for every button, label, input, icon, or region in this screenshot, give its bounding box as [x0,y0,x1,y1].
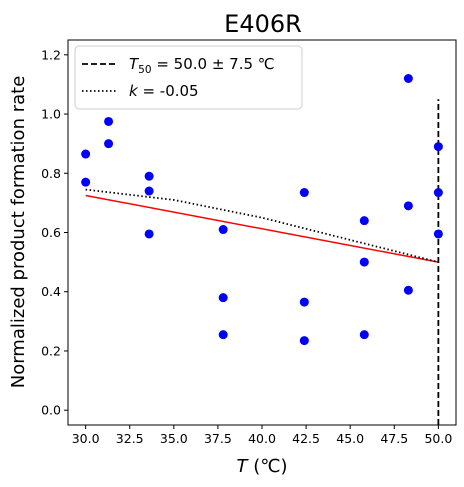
data-point [144,171,154,181]
data-point [299,297,309,307]
data-point [359,330,369,340]
data-point [403,201,413,211]
x-tick-label: 37.5 [204,431,232,446]
data-point [104,139,114,149]
data-point [218,225,228,235]
data-point [218,293,228,303]
x-tick-label: 45.0 [336,431,364,446]
y-tick-label: 1.0 [41,107,61,122]
y-tick-label: 0.0 [41,403,61,418]
data-point [359,257,369,267]
x-tick-label: 35.0 [160,431,188,446]
data-point [403,74,413,83]
y-tick-label: 0.8 [41,166,61,181]
legend-box [74,45,303,110]
x-tick-label: 30.0 [72,431,100,446]
data-point [104,116,114,126]
axis-ticks: 30.0 32.5 35.0 37.5 40.0 42.5 45.0 47.5 50.0 0.0 0… [41,47,452,446]
chart-title: E406R [224,10,302,38]
x-tick-label: 47.5 [380,431,408,446]
y-tick-label: 0.2 [41,343,61,358]
data-point [299,336,309,346]
data-point [81,149,91,159]
data-point [403,285,413,295]
y-tick-label: 0.6 [41,225,61,240]
x-tick-label: 50.0 [424,431,452,446]
fit-line [85,194,439,263]
data-point [433,142,443,152]
data-point [359,216,369,226]
y-tick-label: 0.4 [41,284,61,299]
legend: T50 = 50.0 ± 7.5 ℃ k = -0.05 [74,45,303,110]
x-tick-label: 32.5 [116,431,144,446]
x-tick-label: 42.5 [292,431,320,446]
y-axis-title: Normalized product formation rate [8,76,29,389]
x-axis-title: T (℃) [237,456,288,477]
legend-k-label: k = -0.05 [129,82,199,100]
k-curve [85,188,439,263]
legend-t50-label: T50 = 50.0 ± 7.5 ℃ [129,55,275,76]
data-point [81,177,91,187]
data-point [144,229,154,239]
data-point [144,186,154,196]
data-point [433,188,443,198]
data-point [299,188,309,198]
y-tick-label: 1.2 [41,47,61,62]
x-tick-label: 40.0 [248,431,276,446]
plot-area [81,74,443,425]
data-point [433,229,443,239]
data-point [218,330,228,340]
